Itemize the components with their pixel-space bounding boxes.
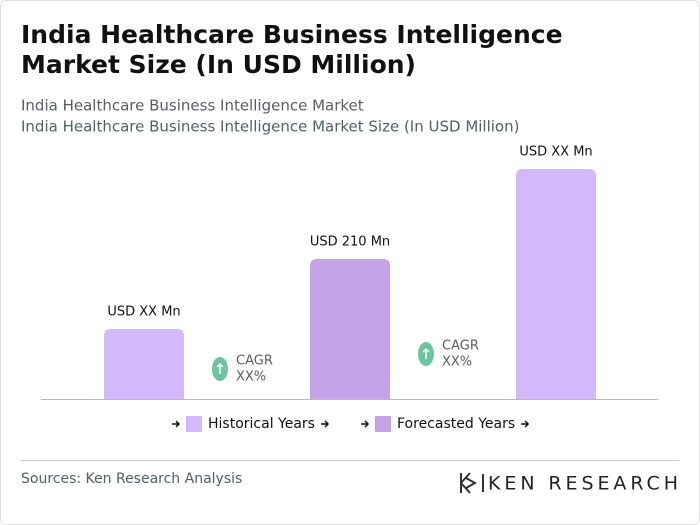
legend-arrow [320,420,330,428]
source: Sources: Ken Research Analysis [21,471,242,487]
legend-arrow [521,420,530,428]
chart-title: Market Size (In USD Million) [21,50,416,79]
legend-arrow [361,420,370,428]
cagr-label: XX% [442,355,472,370]
cagr-label: CAGR [442,339,479,354]
legend-label: Historical Years [208,416,315,432]
legend-swatch [375,416,391,432]
cagr-label: XX% [236,370,266,385]
cagr-arrow [422,347,430,359]
legend-arrow [172,420,181,428]
value-label: USD XX Mn [107,305,180,320]
logo-icon [460,472,484,494]
bar [104,329,184,399]
bar [310,259,390,399]
value-label: USD XX Mn [519,145,592,160]
bar [516,169,596,399]
cagr-label: CAGR [236,354,273,369]
legend-swatch [186,416,202,432]
chart-title: India Healthcare Business Intelligence [21,20,563,49]
subtitle: India Healthcare Business Intelligence M… [21,118,519,136]
legend-label: Forecasted Years [397,416,515,432]
cagr-arrow [216,362,224,374]
subtitle: India Healthcare Business Intelligence M… [21,97,364,115]
value-label: USD 210 Mn [310,235,390,250]
